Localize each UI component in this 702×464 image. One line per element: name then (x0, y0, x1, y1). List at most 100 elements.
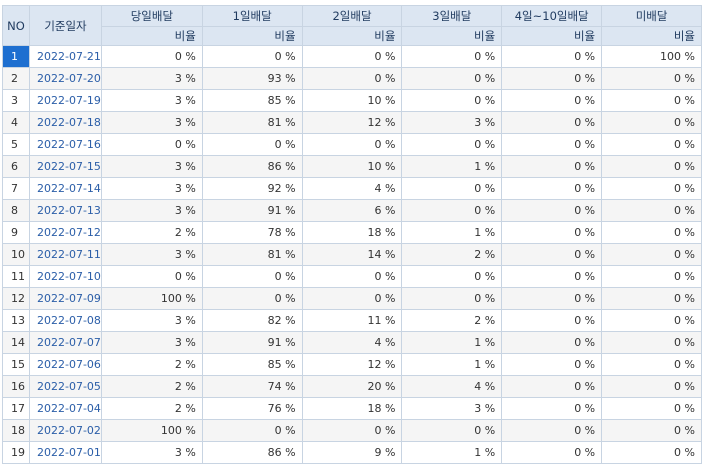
undelivered-ratio-cell[interactable]: 0 % (601, 265, 702, 288)
undelivered-ratio-cell[interactable]: 0 % (601, 221, 702, 244)
table-row[interactable]: 17 2022-07-04 2 % 76 % 18 % 3 % 0 % 0 % (2, 397, 702, 420)
same-day-ratio-cell[interactable]: 100 % (100, 419, 203, 442)
2day-ratio-cell[interactable]: 10 % (301, 89, 403, 112)
row-number-cell[interactable]: 7 (2, 177, 30, 200)
2day-ratio-cell[interactable]: 6 % (301, 199, 403, 222)
header-2day-delivery[interactable]: 2일배달 (301, 5, 403, 27)
base-date-cell[interactable]: 2022-07-09 (28, 287, 102, 310)
2day-ratio-cell[interactable]: 0 % (301, 133, 403, 156)
1day-ratio-cell[interactable]: 81 % (201, 111, 303, 134)
header-1day-delivery[interactable]: 1일배달 (201, 5, 303, 27)
row-number-cell[interactable]: 17 (2, 397, 30, 420)
same-day-ratio-cell[interactable]: 3 % (100, 243, 203, 266)
undelivered-ratio-cell[interactable]: 0 % (601, 177, 702, 200)
row-number-cell[interactable]: 18 (2, 419, 30, 442)
2day-ratio-cell[interactable]: 12 % (301, 111, 403, 134)
subheader-ratio[interactable]: 비율 (201, 26, 303, 46)
same-day-ratio-cell[interactable]: 2 % (100, 397, 203, 420)
table-row[interactable]: 14 2022-07-07 3 % 91 % 4 % 1 % 0 % 0 % (2, 331, 702, 354)
same-day-ratio-cell[interactable]: 2 % (100, 375, 203, 398)
same-day-ratio-cell[interactable]: 3 % (100, 111, 203, 134)
header-3day-delivery[interactable]: 3일배달 (401, 5, 503, 27)
subheader-ratio[interactable]: 비율 (301, 26, 403, 46)
table-row[interactable]: 1 2022-07-21 0 % 0 % 0 % 0 % 0 % 100 % (2, 45, 702, 68)
4to10day-ratio-cell[interactable]: 0 % (501, 419, 603, 442)
same-day-ratio-cell[interactable]: 0 % (100, 133, 203, 156)
1day-ratio-cell[interactable]: 81 % (201, 243, 303, 266)
row-number-cell[interactable]: 14 (2, 331, 30, 354)
1day-ratio-cell[interactable]: 86 % (201, 155, 303, 178)
4to10day-ratio-cell[interactable]: 0 % (501, 133, 603, 156)
2day-ratio-cell[interactable]: 4 % (301, 331, 403, 354)
table-row[interactable]: 5 2022-07-16 0 % 0 % 0 % 0 % 0 % 0 % (2, 133, 702, 156)
1day-ratio-cell[interactable]: 85 % (201, 353, 303, 376)
1day-ratio-cell[interactable]: 76 % (201, 397, 303, 420)
undelivered-ratio-cell[interactable]: 0 % (601, 331, 702, 354)
same-day-ratio-cell[interactable]: 100 % (100, 287, 203, 310)
2day-ratio-cell[interactable]: 0 % (301, 45, 403, 68)
base-date-cell[interactable]: 2022-07-14 (28, 177, 102, 200)
table-row[interactable]: 12 2022-07-09 100 % 0 % 0 % 0 % 0 % 0 % (2, 287, 702, 310)
undelivered-ratio-cell[interactable]: 0 % (601, 133, 702, 156)
header-no[interactable]: NO (2, 5, 30, 46)
base-date-cell[interactable]: 2022-07-20 (28, 67, 102, 90)
2day-ratio-cell[interactable]: 0 % (301, 419, 403, 442)
3day-ratio-cell[interactable]: 0 % (401, 67, 503, 90)
same-day-ratio-cell[interactable]: 3 % (100, 67, 203, 90)
subheader-ratio[interactable]: 비율 (401, 26, 503, 46)
table-row[interactable]: 18 2022-07-02 100 % 0 % 0 % 0 % 0 % 0 % (2, 419, 702, 442)
base-date-cell[interactable]: 2022-07-02 (28, 419, 102, 442)
4to10day-ratio-cell[interactable]: 0 % (501, 353, 603, 376)
3day-ratio-cell[interactable]: 0 % (401, 45, 503, 68)
row-number-cell[interactable]: 11 (2, 265, 30, 288)
4to10day-ratio-cell[interactable]: 0 % (501, 309, 603, 332)
1day-ratio-cell[interactable]: 0 % (201, 287, 303, 310)
3day-ratio-cell[interactable]: 1 % (401, 155, 503, 178)
base-date-cell[interactable]: 2022-07-12 (28, 221, 102, 244)
base-date-cell[interactable]: 2022-07-16 (28, 133, 102, 156)
table-row[interactable]: 16 2022-07-05 2 % 74 % 20 % 4 % 0 % 0 % (2, 375, 702, 398)
3day-ratio-cell[interactable]: 1 % (401, 353, 503, 376)
row-number-cell[interactable]: 15 (2, 353, 30, 376)
4to10day-ratio-cell[interactable]: 0 % (501, 243, 603, 266)
1day-ratio-cell[interactable]: 0 % (201, 133, 303, 156)
row-number-cell[interactable]: 8 (2, 199, 30, 222)
undelivered-ratio-cell[interactable]: 0 % (601, 111, 702, 134)
undelivered-ratio-cell[interactable]: 0 % (601, 67, 702, 90)
2day-ratio-cell[interactable]: 4 % (301, 177, 403, 200)
undelivered-ratio-cell[interactable]: 0 % (601, 375, 702, 398)
1day-ratio-cell[interactable]: 74 % (201, 375, 303, 398)
subheader-ratio[interactable]: 비율 (601, 26, 702, 46)
3day-ratio-cell[interactable]: 0 % (401, 419, 503, 442)
header-same-day-delivery[interactable]: 당일배달 (100, 5, 203, 27)
table-row[interactable]: 8 2022-07-13 3 % 91 % 6 % 0 % 0 % 0 % (2, 199, 702, 222)
3day-ratio-cell[interactable]: 0 % (401, 89, 503, 112)
4to10day-ratio-cell[interactable]: 0 % (501, 111, 603, 134)
table-row[interactable]: 2 2022-07-20 3 % 93 % 0 % 0 % 0 % 0 % (2, 67, 702, 90)
undelivered-ratio-cell[interactable]: 0 % (601, 155, 702, 178)
table-row[interactable]: 6 2022-07-15 3 % 86 % 10 % 1 % 0 % 0 % (2, 155, 702, 178)
2day-ratio-cell[interactable]: 18 % (301, 397, 403, 420)
base-date-cell[interactable]: 2022-07-04 (28, 397, 102, 420)
2day-ratio-cell[interactable]: 20 % (301, 375, 403, 398)
row-number-cell[interactable]: 12 (2, 287, 30, 310)
1day-ratio-cell[interactable]: 93 % (201, 67, 303, 90)
3day-ratio-cell[interactable]: 0 % (401, 265, 503, 288)
4to10day-ratio-cell[interactable]: 0 % (501, 375, 603, 398)
undelivered-ratio-cell[interactable]: 0 % (601, 419, 702, 442)
3day-ratio-cell[interactable]: 3 % (401, 111, 503, 134)
undelivered-ratio-cell[interactable]: 0 % (601, 199, 702, 222)
3day-ratio-cell[interactable]: 0 % (401, 133, 503, 156)
same-day-ratio-cell[interactable]: 3 % (100, 199, 203, 222)
3day-ratio-cell[interactable]: 2 % (401, 309, 503, 332)
3day-ratio-cell[interactable]: 3 % (401, 397, 503, 420)
base-date-cell[interactable]: 2022-07-11 (28, 243, 102, 266)
4to10day-ratio-cell[interactable]: 0 % (501, 199, 603, 222)
same-day-ratio-cell[interactable]: 3 % (100, 155, 203, 178)
row-number-cell[interactable]: 2 (2, 67, 30, 90)
table-row[interactable]: 9 2022-07-12 2 % 78 % 18 % 1 % 0 % 0 % (2, 221, 702, 244)
1day-ratio-cell[interactable]: 0 % (201, 419, 303, 442)
3day-ratio-cell[interactable]: 0 % (401, 287, 503, 310)
4to10day-ratio-cell[interactable]: 0 % (501, 397, 603, 420)
row-number-cell[interactable]: 9 (2, 221, 30, 244)
